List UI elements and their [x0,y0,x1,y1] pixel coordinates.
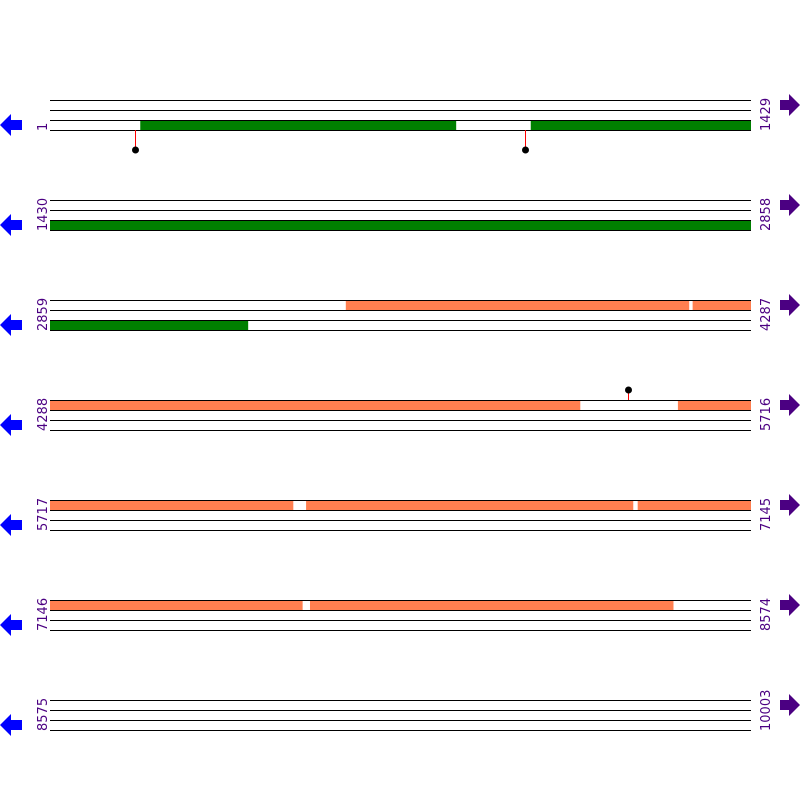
site-marker-dot [522,146,529,154]
row-start-label: 1430 [36,198,51,231]
reverse-strand-arrow-icon [0,414,22,436]
feature-bar [345,300,690,310]
feature-bar [50,320,249,330]
forward-strand-arrow-icon [780,594,800,616]
row-end-label: 10003 [759,690,774,731]
feature-bar [50,600,303,610]
reverse-strand-arrow-icon [0,114,22,136]
forward-strand-arrow-icon [780,694,800,716]
map-row: 1430 2858 [0,194,800,236]
row-end-label: 5716 [759,398,774,431]
reverse-strand-arrow-icon [0,314,22,336]
row-start-label: 5717 [36,498,51,531]
site-marker-dot [132,146,139,154]
feature-bar [50,220,751,230]
site-marker-dot [625,386,632,394]
reverse-strand-arrow-icon [0,514,22,536]
feature-bar [530,120,751,130]
forward-strand-arrow-icon [780,494,800,516]
forward-strand-arrow-icon [780,94,800,116]
feature-bar [309,600,674,610]
row-start-label: 2859 [36,298,51,331]
feature-bar [140,120,457,130]
forward-strand-arrow-icon [780,394,800,416]
map-row: 7146 8574 [0,594,800,636]
row-start-label: 7146 [36,598,51,631]
row-start-label: 1 [36,123,51,131]
feature-bar [637,500,751,510]
reverse-strand-arrow-icon [0,714,22,736]
feature-bar [306,500,634,510]
map-row: 4288 5716 [0,386,800,436]
map-row: 5717 7145 [0,494,800,536]
row-end-label: 4287 [759,298,774,331]
feature-bar [677,400,751,410]
feature-bar [50,400,581,410]
reverse-strand-arrow-icon [0,614,22,636]
row-start-label: 8575 [36,698,51,731]
feature-bar [50,500,294,510]
reverse-strand-arrow-icon [0,214,22,236]
map-row: 8575 10003 [0,690,800,736]
row-end-label: 2858 [759,198,774,231]
row-end-label: 7145 [759,498,774,531]
forward-strand-arrow-icon [780,294,800,316]
forward-strand-arrow-icon [780,194,800,216]
row-end-label: 1429 [759,98,774,131]
map-row: 1 1429 [0,94,800,154]
feature-bar [692,300,751,310]
row-start-label: 4288 [36,398,51,431]
map-row: 2859 4287 [0,294,800,336]
row-end-label: 8574 [759,598,774,631]
